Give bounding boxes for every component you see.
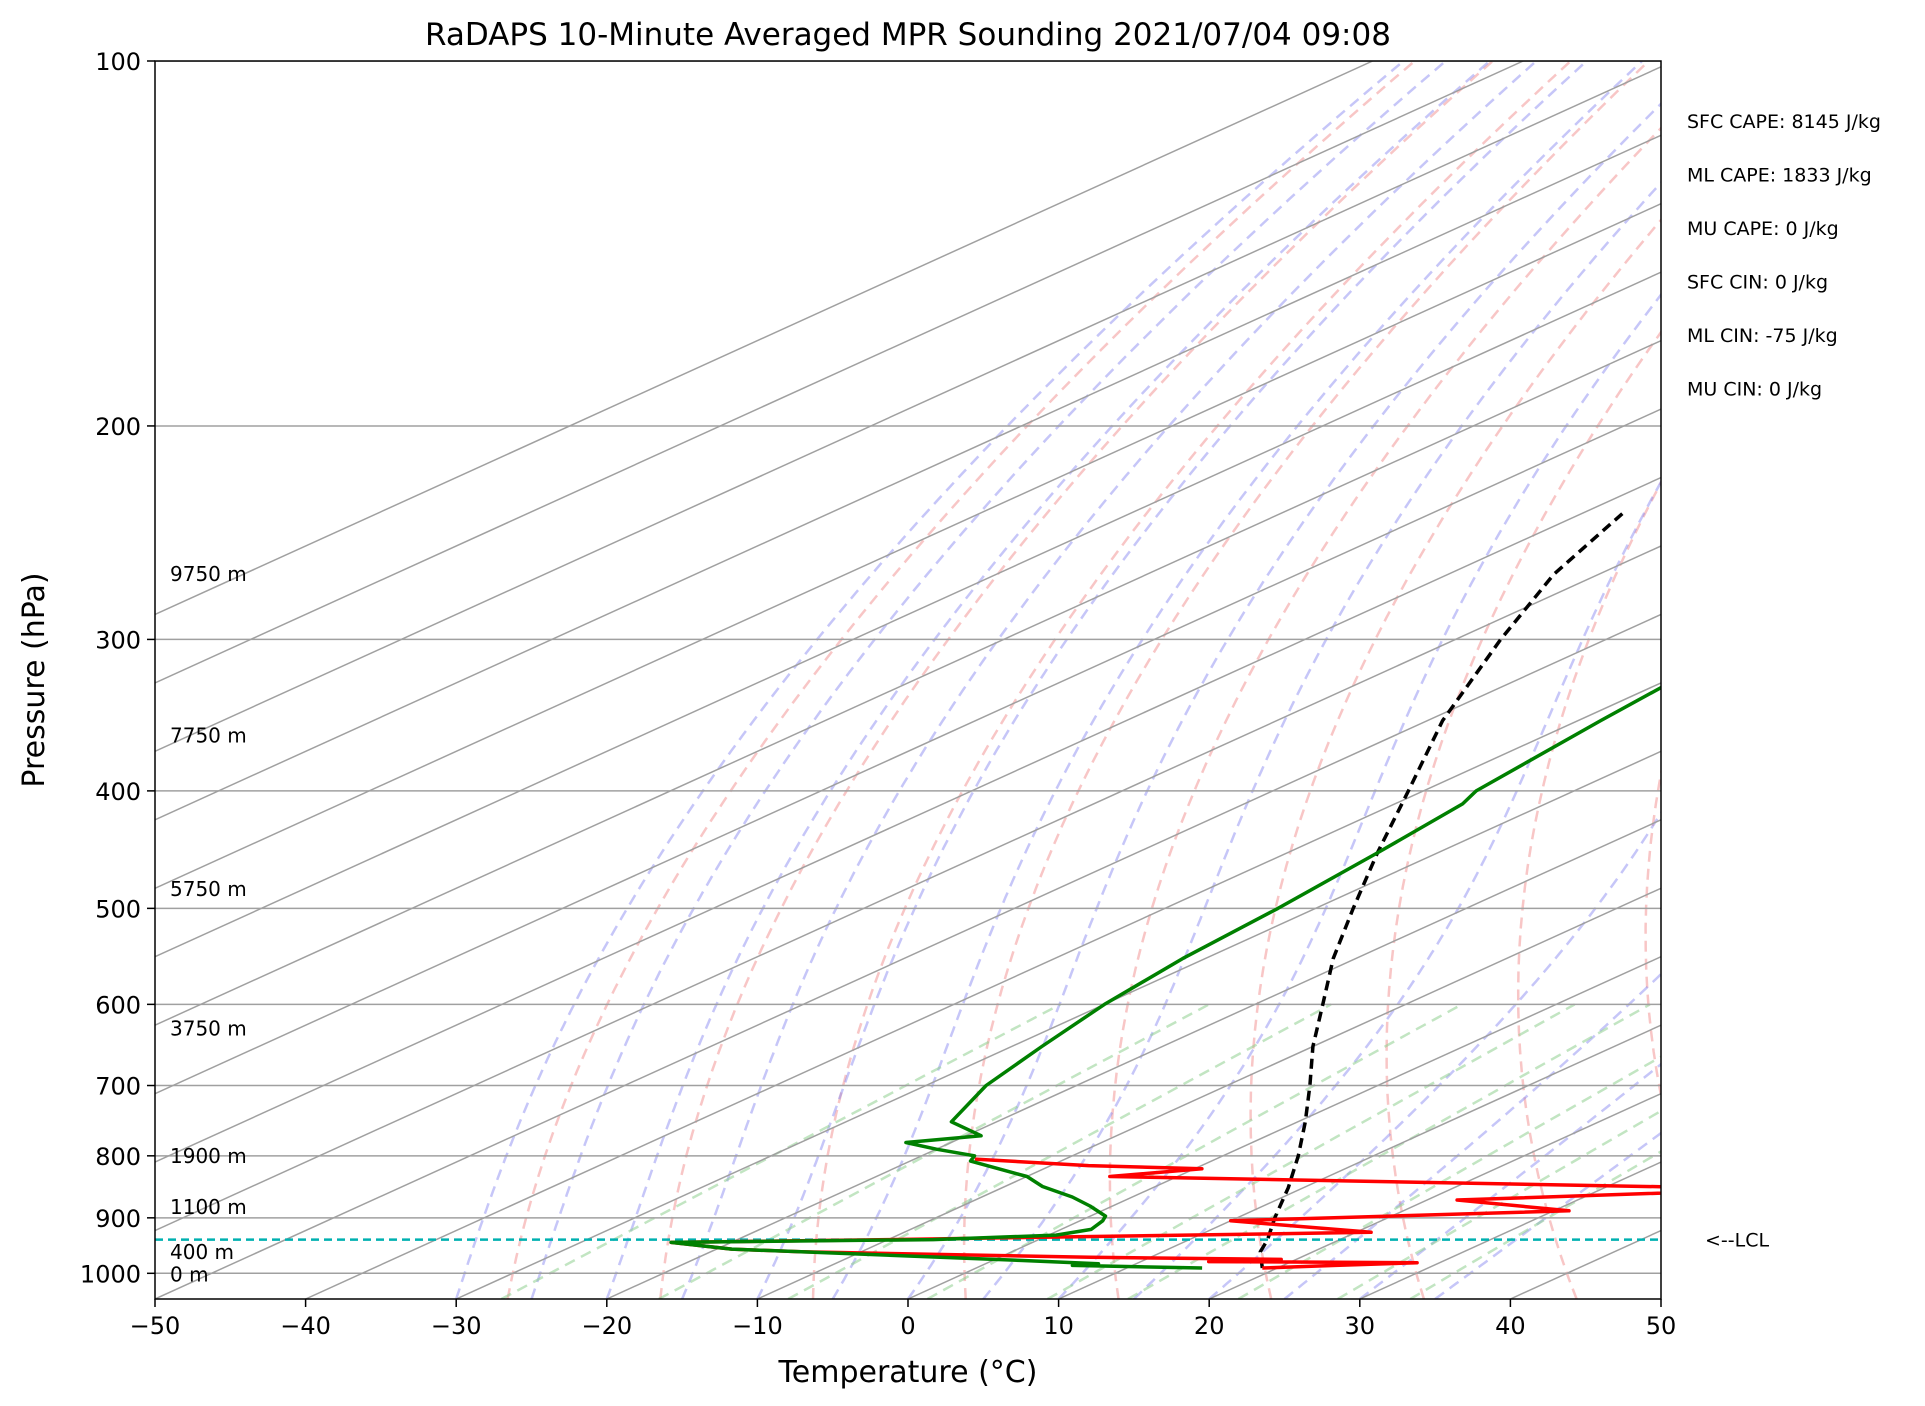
x-tick-label: −40	[280, 1312, 331, 1340]
moist-adiabat	[831, 61, 1643, 1299]
mixing-ratio-line	[1337, 1109, 1661, 1299]
dry-adiabat	[1385, 330, 1661, 1299]
height-label: 0 m	[170, 1262, 209, 1286]
isotherms	[155, 61, 1661, 1299]
index-label: MU CIN: 0 J/kg	[1687, 379, 1822, 401]
x-tick-label: −20	[581, 1312, 632, 1340]
moist-adiabat	[1057, 292, 1661, 1299]
height-label: 7750 m	[170, 723, 247, 747]
y-tick-label: 500	[95, 895, 141, 923]
isotherm	[305, 682, 1661, 1299]
index-label: ML CAPE: 1833 J/kg	[1687, 165, 1872, 187]
index-label: ML CIN: -75 J/kg	[1687, 325, 1838, 347]
y-axis-label: Pressure (hPa)	[17, 572, 52, 787]
x-axis-label: Temperature (°C)	[778, 1355, 1038, 1390]
isotherm	[155, 61, 1373, 616]
mixing-ratio-line	[1127, 1003, 1651, 1299]
dry-adiabat	[1108, 126, 1661, 1299]
moist-adiabat	[605, 61, 1491, 1299]
chart-title: RaDAPS 10-Minute Averaged MPR Sounding 2…	[425, 17, 1391, 53]
dry-adiabat	[1249, 218, 1661, 1299]
height-label: 9750 m	[170, 562, 247, 586]
isotherm	[155, 613, 1661, 1299]
isotherm	[1058, 1024, 1661, 1299]
y-tick-label: 1000	[80, 1260, 141, 1288]
lcl-label: <--LCL	[1705, 1230, 1769, 1252]
y-tick-label: 200	[95, 413, 141, 441]
moist-adiabat	[1208, 810, 1661, 1299]
x-tick-label: −30	[431, 1312, 482, 1340]
mixing-ratio-line	[658, 1003, 1210, 1299]
dewpoint-line	[669, 685, 1661, 1270]
isotherm	[155, 65, 1661, 753]
isotherm	[155, 202, 1661, 890]
moist-adiabat	[455, 61, 1405, 1299]
height-label: 1900 m	[170, 1144, 247, 1168]
height-label: 5750 m	[170, 877, 247, 901]
x-tick-label: 50	[1646, 1312, 1677, 1340]
y-tick-label: 700	[95, 1073, 141, 1101]
stability-indices: SFC CAPE: 8145 J/kg ML CAPE: 1833 J/kg MU …	[1687, 111, 1881, 401]
moist-adiabat	[982, 180, 1661, 1299]
mixing-ratio-line	[787, 1003, 1332, 1299]
parcel-line	[1258, 509, 1627, 1269]
height-label: 1100 m	[170, 1195, 247, 1219]
isotherm	[155, 476, 1661, 1163]
isotherm	[155, 61, 1524, 684]
index-label: SFC CAPE: 8145 J/kg	[1687, 111, 1881, 133]
x-tick-label: 20	[1194, 1312, 1225, 1340]
x-tick-label: −50	[130, 1312, 181, 1340]
y-tick-label: 100	[95, 48, 141, 76]
mixing-ratio-line	[1237, 1055, 1661, 1299]
isotherm	[907, 955, 1661, 1299]
x-tick-label: 40	[1495, 1312, 1526, 1340]
moist-adiabat	[530, 61, 1447, 1299]
x-axis: −50 −40 −30 −20 −10 0 10 20 30 40 50	[130, 1299, 1677, 1340]
x-tick-label: −10	[732, 1312, 783, 1340]
moist-adiabat	[1133, 479, 1661, 1299]
isotherm	[455, 750, 1661, 1299]
dry-adiabat	[1516, 480, 1661, 1299]
y-tick-label: 600	[95, 991, 141, 1019]
moist-adiabat	[1283, 972, 1661, 1299]
isotherm	[155, 408, 1661, 1095]
height-labels: 9750 m 7750 m 5750 m 3750 m 1900 m 1100 m 400 …	[170, 562, 247, 1286]
isotherm	[757, 887, 1661, 1299]
x-tick-label: 10	[1043, 1312, 1074, 1340]
height-label: 400 m	[170, 1240, 234, 1264]
isobars	[155, 61, 1661, 1275]
isotherm	[155, 134, 1661, 821]
isotherm	[155, 271, 1661, 958]
y-tick-label: 800	[95, 1143, 141, 1171]
plot-area	[155, 61, 1661, 1299]
index-label: SFC CIN: 0 J/kg	[1687, 272, 1828, 294]
x-tick-label: 30	[1345, 1312, 1376, 1340]
height-label: 3750 m	[170, 1016, 247, 1040]
y-tick-label: 400	[95, 778, 141, 806]
index-label: MU CAPE: 0 J/kg	[1687, 218, 1839, 240]
isotherm	[606, 818, 1661, 1299]
isotherm	[155, 339, 1661, 1027]
y-tick-label: 300	[95, 626, 141, 654]
dry-adiabat	[811, 61, 1572, 1299]
isotherm	[155, 545, 1661, 1232]
y-tick-label: 900	[95, 1205, 141, 1233]
moist-adiabat	[680, 61, 1538, 1299]
mixing-ratio-line	[1046, 1003, 1576, 1299]
x-tick-label: 0	[900, 1312, 915, 1340]
mixing-ratio-line	[926, 1003, 1463, 1299]
y-axis: 1000 900 800 700 600 500 400 300 200 100	[80, 48, 155, 1288]
series-layer	[669, 509, 1661, 1270]
